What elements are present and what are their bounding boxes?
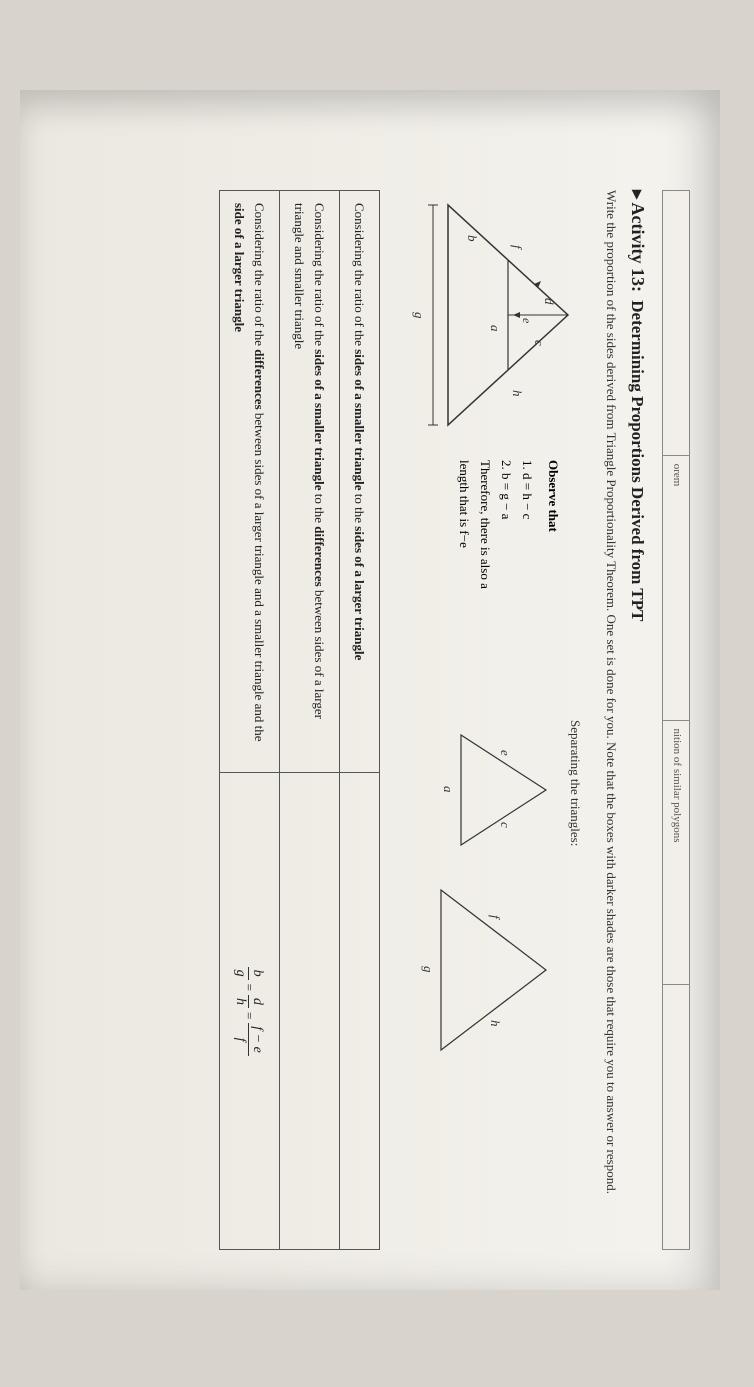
row3-val: bg = dh = f − ef (220, 773, 280, 1250)
label-g2: g (422, 966, 437, 973)
main-triangle-figure: d c h f e b a g (399, 190, 584, 440)
observe-title: Observe that (543, 460, 564, 700)
proportions-table: Considering the ratio of the sides of a … (219, 190, 381, 1250)
figure-row: d c h f e b a g Observe that 1. d = h − … (399, 190, 584, 1250)
label-a2: a (442, 786, 457, 793)
small-triangle-2: f h g (422, 880, 562, 1060)
separating-title: Separating the triangles: (568, 720, 584, 1250)
row2-val (280, 773, 340, 1250)
label-b: b (466, 235, 481, 242)
table-row: Considering the ratio of the differences… (220, 191, 280, 1250)
title-text: Determining Proportions Derived from TPT (628, 296, 647, 621)
row2-desc: Considering the ratio of the sides of a … (280, 191, 340, 773)
label-f: f (511, 245, 526, 251)
label-c: c (533, 340, 548, 346)
label-f2: f (489, 915, 504, 921)
top-cell-4 (663, 985, 689, 1249)
activity-title: ▸ Activity 13: Determining Proportions D… (627, 190, 648, 1250)
intro-paragraph: Write the proportion of the sides derive… (602, 190, 622, 1250)
textbook-page: orem nition of similar polygons ▸ Activi… (20, 90, 720, 1290)
small-triangle-1: e c a (442, 720, 562, 860)
observe-line2: 2. b = g − a (495, 460, 516, 700)
label-g: g (413, 312, 428, 319)
table-row: Considering the ratio of the sides of a … (340, 191, 381, 1250)
row1-val (340, 773, 381, 1250)
label-h2: h (489, 1020, 504, 1027)
observe-line1: 1. d = h − c (516, 460, 537, 700)
top-cell-3: nition of similar polygons (663, 721, 689, 986)
label-e2: e (499, 750, 514, 756)
observe-line4: length that is f−e (454, 460, 475, 700)
label-c2: c (499, 822, 514, 828)
row1-desc: Considering the ratio of the sides of a … (340, 191, 381, 773)
table-row: Considering the ratio of the sides of a … (280, 191, 340, 1250)
label-e: e (521, 318, 535, 324)
top-cell-1 (663, 191, 689, 456)
observe-block: Observe that 1. d = h − c 2. b = g − a T… (454, 460, 584, 700)
label-a: a (489, 325, 504, 332)
label-d: d (543, 298, 558, 305)
separated-triangles: Separating the triangles: e c a f h g (422, 720, 584, 1250)
top-cell-2: orem (663, 456, 689, 721)
top-header-row: orem nition of similar polygons (662, 190, 690, 1250)
main-triangle-svg: d c h f e b a g (404, 190, 584, 440)
row3-desc: Considering the ratio of the differences… (220, 191, 280, 773)
label-h: h (511, 390, 526, 397)
observe-line3: Therefore, there is also a (474, 460, 495, 700)
title-arrow-icon: ▸ Activity 13: (628, 190, 648, 292)
